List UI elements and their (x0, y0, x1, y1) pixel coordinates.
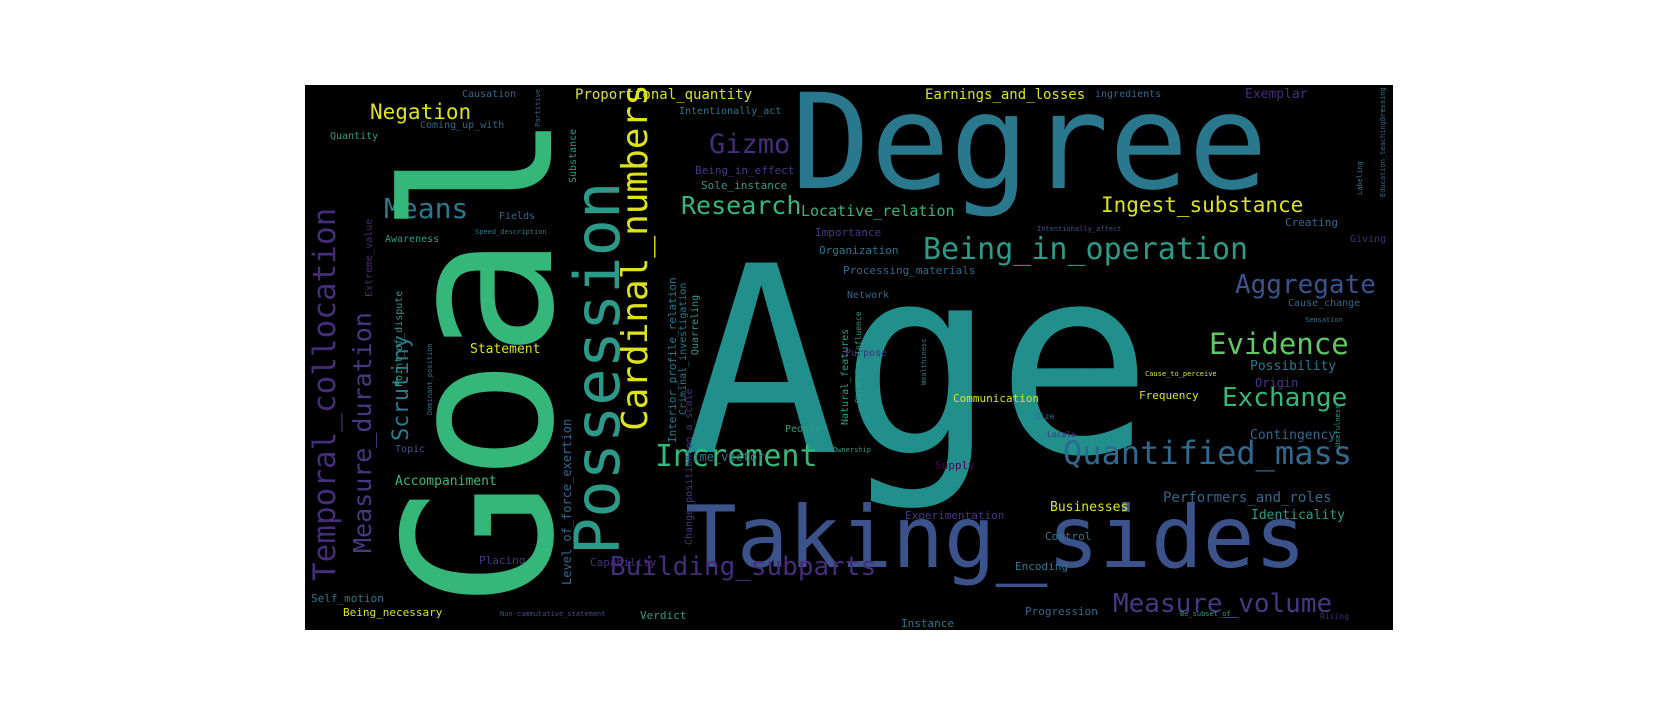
word-ingredients: ingredients (1095, 89, 1162, 100)
word-coming-up-with: Coming_up_with (420, 120, 505, 131)
word-exchange: Exchange (1222, 383, 1348, 413)
word-labeling: Labeling (1356, 161, 1364, 195)
word-causation: Causation (462, 89, 517, 100)
word-interior-profile-relation: Interior_profile_relation (666, 277, 679, 443)
word-cloud: Age Degree Taking_sides Being_in_operati… (305, 85, 1393, 630)
word-usefulness: Usefulness (1334, 404, 1342, 447)
word-earnings-and-losses: Earnings_and_losses (925, 87, 1086, 103)
word-building: Building (445, 174, 494, 185)
word-natural-features: Natural_features (840, 328, 851, 425)
word-locale: Locale (1047, 430, 1076, 439)
word-progression: Progression (1025, 605, 1098, 618)
word-temporal-collocation: Temporal_collocation (307, 207, 343, 581)
word-partitive: Partitive (534, 89, 542, 127)
word-control: Control (1045, 530, 1092, 543)
word-be-subset-of: Be_subset_of (1180, 610, 1231, 618)
word-quantity: Quantity (330, 131, 379, 142)
word-point-of-dispute: Point_of_dispute (394, 290, 405, 387)
word-locative-relation: Locative_relation (801, 202, 955, 220)
word-creating: Creating (1285, 216, 1338, 229)
word-means: Means (384, 192, 469, 225)
word-businesses: Businesses (1050, 500, 1129, 515)
word-negation: Negation (370, 100, 472, 124)
word-quarreling: Quarreling (690, 294, 701, 355)
word-being-necessary: Being_necessary (343, 606, 443, 619)
word-level-of-force-exertion: Level_of_force_exertion (560, 418, 574, 585)
word-quantified-mass: Quantified_mass (1063, 434, 1352, 472)
word-processing-materials: Processing_materials (843, 264, 976, 277)
word-time-vector: Time_vector (685, 450, 765, 464)
word-wealthiness: Wealthiness (920, 338, 928, 385)
word-speed-description: Speed_description (475, 228, 547, 236)
word-purpose: Purpose (845, 348, 888, 359)
word-exemplar: Exemplar (1245, 87, 1308, 102)
word-people: People (785, 424, 822, 435)
word-being-in-effect: Being_in_effect (695, 164, 795, 177)
word-capability: Capability (590, 556, 657, 569)
word-education-teaching: Education_teaching (1379, 121, 1387, 197)
word-importance: Importance (815, 226, 882, 239)
word-rising: Rising (1320, 612, 1349, 621)
word-cardinal-numbers: Cardinal_numbers (615, 85, 656, 431)
word-contingency: Contingency (1250, 428, 1337, 443)
word-awareness: Awareness (385, 234, 440, 245)
word-communication: Communication (953, 392, 1040, 405)
word-ingest-substance: Ingest_substance (1101, 193, 1304, 217)
word-dressing: Dressing (1379, 87, 1387, 121)
word-intentionally-affect: Intentionally_affect (1037, 225, 1122, 233)
word-research: Research (681, 191, 802, 220)
word-intentionally-act: Intentionally_act (679, 106, 782, 117)
word-ownership: Ownership (833, 446, 871, 454)
word-verdict: Verdict (640, 609, 687, 622)
word-sensation: Sensation (1305, 316, 1343, 324)
word-age: Age (683, 212, 1153, 514)
word-supply: Supply (935, 459, 975, 472)
word-frequency: Frequency (1139, 389, 1199, 402)
word-placing: Placing (479, 554, 526, 567)
word-taking-sides: Taking_sides (685, 488, 1307, 588)
word-size: Size (1035, 412, 1055, 421)
word-evidence: Evidence (1209, 327, 1349, 361)
word-gizmo: Gizmo (709, 129, 791, 160)
word-experimentation: Experimentation (905, 509, 1005, 522)
word-fields: Fields (499, 211, 536, 222)
word-aggregate: Aggregate (1235, 270, 1376, 300)
word-being-in-operation: Being_in_operation (923, 232, 1249, 267)
word-possibility: Possibility (1250, 359, 1337, 374)
word-identicality: Identicality (1251, 508, 1345, 523)
word-topic: Topic (395, 444, 426, 455)
word-accompaniment: Accompaniment (395, 474, 497, 489)
word-measure-volume: Measure_volume (1113, 589, 1333, 619)
word-change-position-on-a-scale: Change_position_on_a_scale (684, 388, 695, 545)
word-self-motion: Self_motion (311, 592, 384, 605)
word-statement: Statement (470, 342, 541, 357)
word-organization: Organization (819, 244, 899, 257)
word-instance: Instance (901, 617, 954, 630)
word-degree: Degree (791, 85, 1268, 220)
word-origin: Origin (1255, 376, 1299, 390)
word-measure-duration: Measure_duration (348, 312, 377, 553)
word-substance: Substance (568, 128, 579, 183)
word-giving: Giving (1350, 234, 1387, 245)
word-encoding: Encoding (1015, 560, 1068, 573)
word-performers-and-roles: Performers_and_roles (1163, 490, 1332, 506)
word-objective-influence: Objective_influence (854, 311, 863, 403)
word-proportional-quantity: Proportional_quantity (575, 87, 753, 103)
word-increment: Increment (655, 439, 818, 474)
word-dominant-position: Dominant_position (426, 343, 434, 415)
word-network: Network (847, 290, 890, 301)
word-cause-change: Cause_change (1288, 298, 1361, 309)
word-sole-instance: Sole_instance (701, 179, 788, 192)
word-building-subparts: Building_subparts (610, 552, 877, 582)
word-cause-to-perceive: Cause_to_perceive (1145, 370, 1217, 378)
word-extreme-value: Extreme_value (364, 218, 375, 297)
word-non-commutative-statement: Non-commutative_statement (500, 610, 606, 618)
